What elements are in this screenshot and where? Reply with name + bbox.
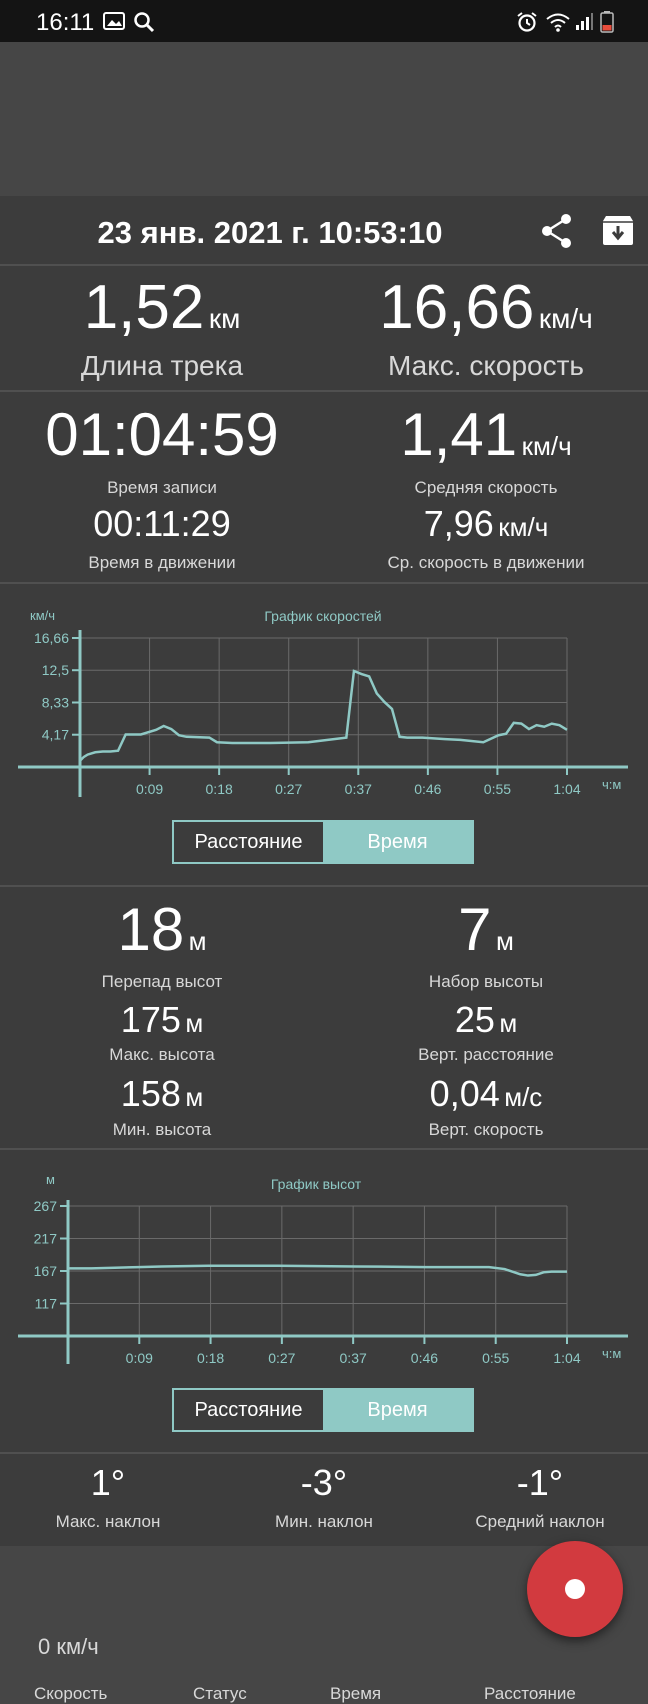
max-slope-label: Макс. наклон [55, 1512, 161, 1531]
x-tick-label: 0:37 [345, 781, 372, 797]
share-icon[interactable] [540, 213, 574, 249]
x-tick-label: 0:46 [414, 781, 441, 797]
avg-slope-value: -1° [516, 1462, 564, 1503]
gallery-icon [103, 12, 125, 30]
min-slope-value: -3° [300, 1462, 348, 1503]
alt-diff-value: 18 м [117, 896, 207, 963]
record-time-value: 01:04:59 [45, 401, 279, 468]
status-label: Статус [193, 1684, 247, 1703]
x-tick-label: 0:55 [484, 781, 511, 797]
altitude-chart-title: График высот [271, 1176, 362, 1192]
status-time: 16:11 [36, 9, 95, 36]
current-speed-value: 0 км/ч [38, 1634, 99, 1659]
x-tick-label: 1:04 [553, 1350, 580, 1364]
y-tick-label: 217 [34, 1231, 58, 1247]
track-details-card [0, 196, 648, 1546]
distance-label: Расстояние [484, 1684, 576, 1703]
speed-label: Скорость [34, 1684, 108, 1703]
vert-dist-label: Верт. расстояние [418, 1045, 554, 1064]
min-alt-label: Мин. высота [112, 1120, 212, 1139]
x-tick-label: 0:18 [206, 781, 233, 797]
x-tick-label: 0:09 [126, 1350, 153, 1364]
alarm-icon [517, 12, 537, 32]
y-tick-label: 16,66 [34, 630, 69, 646]
y-tick-label: 267 [34, 1198, 58, 1214]
max-alt-label: Макс. высота [109, 1045, 215, 1064]
top-blank-area [0, 42, 648, 196]
divider [0, 264, 648, 266]
x-tick-label: 0:09 [136, 781, 163, 797]
divider [0, 582, 648, 584]
vert-dist-value: 25 м [454, 999, 518, 1040]
divider [0, 885, 648, 887]
alt-gain-label: Набор высоты [428, 972, 544, 991]
vert-speed-value: 0,04 м/с [429, 1073, 543, 1114]
time-mode-button[interactable]: Время [323, 822, 472, 862]
x-tick-label: 0:27 [275, 781, 302, 797]
signal-icon [576, 13, 593, 30]
record-datetime: 23 янв. 2021 г. 10:53:10 [97, 215, 443, 250]
x-tick-label: 0:46 [411, 1350, 438, 1364]
speed-chart-title: График скоростей [264, 608, 381, 624]
record-dot-icon [565, 1579, 585, 1599]
divider [0, 390, 648, 392]
distance-mode-button[interactable]: Расстояние [194, 830, 303, 853]
speed-chart-ylabel: км/ч [30, 608, 55, 623]
max-speed-value: 16,66 км/ч [379, 273, 593, 342]
altitude-chart-xlabel: ч:м [602, 1346, 621, 1361]
track-length-label: Длина трека [80, 350, 244, 381]
avg-speed-label: Средняя скорость [414, 478, 558, 497]
x-tick-label: 0:18 [197, 1350, 224, 1364]
time-mode-button[interactable]: Время [323, 1390, 472, 1430]
y-tick-label: 167 [34, 1263, 58, 1279]
min-slope-label: Мин. наклон [275, 1512, 373, 1531]
battery-icon [600, 11, 614, 33]
altitude-chart-ylabel: м [46, 1172, 55, 1187]
divider [0, 1452, 648, 1454]
speed-chart-mode-toggle: Расстояние Время [172, 820, 474, 864]
moving-avg-speed-label: Ср. скорость в движении [387, 553, 585, 572]
x-tick-label: 1:04 [553, 781, 580, 797]
y-tick-label: 8,33 [42, 695, 69, 711]
time-label: Время [330, 1684, 382, 1703]
record-time-label: Время записи [107, 478, 217, 497]
divider [0, 1148, 648, 1150]
vert-speed-label: Верт. скорость [428, 1120, 544, 1139]
avg-speed-value: 1,41 км/ч [400, 401, 572, 468]
altitude-chart: 0:09 0:18 0:27 0:37 0:46 0:55 1:04 117 167 217 267… [18, 1172, 628, 1364]
speed-chart: 0:09 0:18 0:27 0:37 0:46 0:55 1:04 4,17 8,33 12,5… [18, 608, 628, 797]
y-tick-label: 4,17 [42, 727, 69, 743]
speed-chart-xlabel: ч:м [602, 777, 621, 792]
distance-mode-button[interactable]: Расстояние [194, 1398, 303, 1421]
moving-avg-speed-value: 7,96 км/ч [423, 503, 549, 544]
moving-time-value: 00:11:29 [93, 503, 231, 544]
x-tick-label: 0:37 [340, 1350, 367, 1364]
archive-icon[interactable] [602, 214, 634, 246]
min-alt-value: 158 м [120, 1073, 204, 1114]
altitude-series-line [68, 1264, 567, 1277]
max-slope-value: 1° [90, 1462, 126, 1503]
speed-series-line [79, 669, 568, 762]
track-length-value: 1,52 км [83, 273, 241, 342]
search-icon [134, 12, 155, 33]
alt-gain-value: 7 м [458, 896, 514, 963]
wifi-icon [546, 13, 570, 32]
status-bar: 16:11 [0, 0, 648, 42]
x-tick-label: 0:27 [268, 1350, 295, 1364]
y-tick-label: 117 [35, 1296, 58, 1312]
avg-slope-label: Средний наклон [475, 1512, 605, 1531]
moving-time-label: Время в движении [88, 553, 236, 572]
x-tick-label: 0:55 [482, 1350, 509, 1364]
max-speed-label: Макс. скорость [387, 350, 585, 381]
y-tick-label: 12,5 [42, 662, 69, 678]
altitude-chart-mode-toggle: Расстояние Время [172, 1388, 474, 1432]
max-alt-value: 175 м [120, 999, 204, 1040]
record-button[interactable] [527, 1541, 623, 1637]
alt-diff-label: Перепад высот [101, 972, 223, 991]
